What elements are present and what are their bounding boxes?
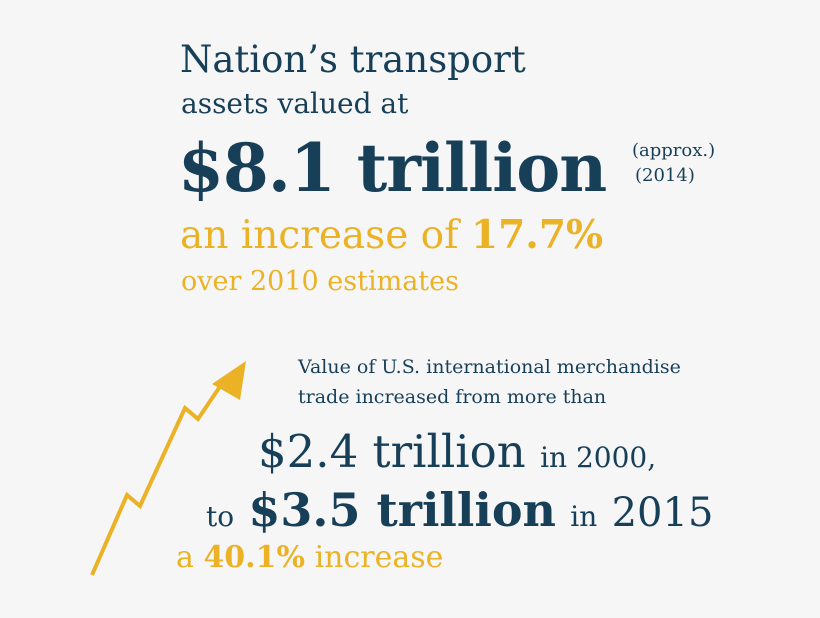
headline-line1: Nation’s transport — [180, 38, 526, 81]
trade-to-year: 2015 — [611, 490, 714, 536]
trade-intro-line2: trade increased from more than — [298, 386, 607, 408]
approx-year: (2014) — [635, 165, 695, 186]
trade-to-prefix: to — [206, 500, 235, 533]
trade-2000-line: $2.4 trillion in 2000, — [258, 422, 656, 488]
trade-to-in: in — [570, 500, 598, 533]
headline-line2: assets valued at — [181, 87, 409, 120]
trade-to-value: $3.5 trillion — [248, 483, 556, 537]
trade-increase-line: a 40.1% increase — [176, 538, 443, 578]
increase-value: 17.7% — [470, 212, 604, 258]
pct-prefix: a — [176, 540, 194, 575]
increase-line: an increase of 17.7% — [180, 210, 603, 261]
pct-suffix: increase — [314, 540, 444, 575]
trade-from-year: in 2000, — [540, 441, 657, 474]
approx-note: (approx.) — [632, 140, 716, 161]
increase-prefix: an increase of — [180, 213, 471, 258]
increase-suffix: over 2010 estimates — [181, 266, 459, 297]
trade-2015-line: to $3.5 trillion in 2015 — [206, 480, 713, 547]
trade-intro-line1: Value of U.S. international merchandise — [298, 356, 681, 378]
pct-value: 40.1% — [203, 540, 306, 575]
asset-value: $8.1 trillion — [178, 129, 607, 207]
trade-from-value: $2.4 trillion — [258, 425, 526, 478]
